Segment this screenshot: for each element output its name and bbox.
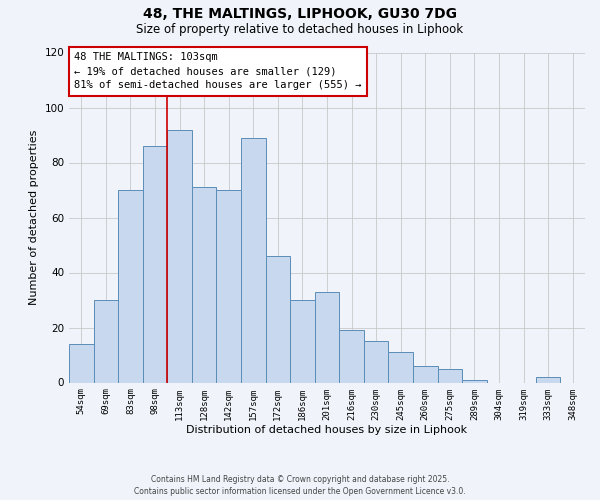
Text: 48 THE MALTINGS: 103sqm
← 19% of detached houses are smaller (129)
81% of semi-d: 48 THE MALTINGS: 103sqm ← 19% of detache… [74, 52, 362, 90]
Y-axis label: Number of detached properties: Number of detached properties [29, 130, 39, 305]
Bar [69, 344, 94, 383]
Bar [388, 352, 413, 382]
Bar [94, 300, 118, 382]
Bar [339, 330, 364, 382]
X-axis label: Distribution of detached houses by size in Liphook: Distribution of detached houses by size … [187, 425, 467, 435]
Text: Contains HM Land Registry data © Crown copyright and database right 2025.
Contai: Contains HM Land Registry data © Crown c… [134, 474, 466, 496]
Bar [437, 369, 462, 382]
Bar [462, 380, 487, 382]
Bar [217, 190, 241, 382]
Bar [364, 341, 388, 382]
Bar [413, 366, 437, 382]
Text: 48, THE MALTINGS, LIPHOOK, GU30 7DG: 48, THE MALTINGS, LIPHOOK, GU30 7DG [143, 8, 457, 22]
Bar [167, 130, 192, 382]
Bar [266, 256, 290, 382]
Text: Size of property relative to detached houses in Liphook: Size of property relative to detached ho… [136, 22, 464, 36]
Bar [192, 187, 217, 382]
Bar [143, 146, 167, 382]
Bar [315, 292, 339, 382]
Bar [536, 377, 560, 382]
Bar [290, 300, 315, 382]
Bar [118, 190, 143, 382]
Bar [241, 138, 266, 382]
